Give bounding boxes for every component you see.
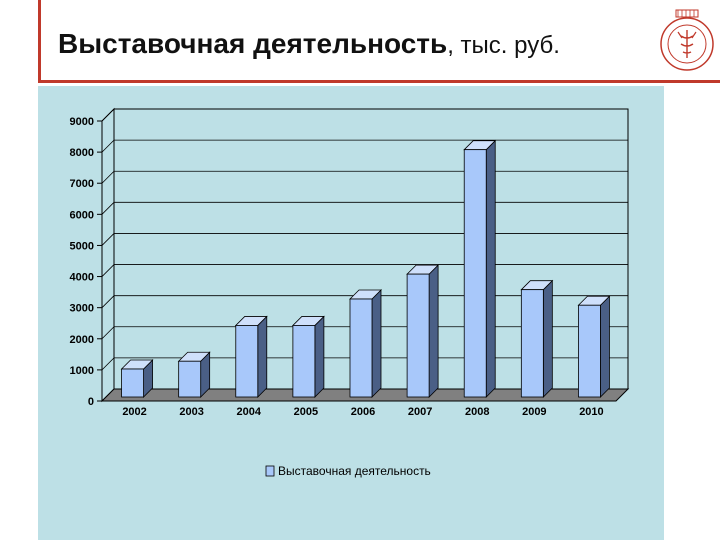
x-tick-label: 2004: [237, 406, 262, 418]
title-main: Выставочная деятельность: [58, 28, 448, 59]
accent-vertical-line: [38, 0, 41, 80]
y-tick-label: 6000: [70, 209, 94, 221]
y-tick-label: 8000: [70, 147, 94, 159]
title-unit: , тыс. руб.: [447, 32, 560, 59]
grid-line-side: [101, 264, 115, 277]
chart-panel: 0 1000 2000 3000 4000 5000 6000 7000 8000 9000 200…: [38, 86, 664, 540]
x-tick-label: 2007: [408, 406, 432, 418]
bar-2003: [178, 360, 202, 398]
y-tick-label: 7000: [70, 178, 94, 190]
bar-side-2005: [314, 315, 325, 398]
y-tick-label: 2000: [70, 334, 94, 346]
y-tick-label: 0: [88, 396, 94, 408]
x-tick-label: 2003: [179, 406, 203, 418]
bar-side-2009: [542, 279, 553, 398]
grid-line-side: [101, 170, 115, 184]
y-tick-label: 3000: [70, 303, 94, 315]
y-tick-label: 1000: [70, 365, 94, 377]
y-tick-label: 5000: [70, 240, 94, 252]
grid-line-side: [101, 202, 115, 215]
grid-line-side: [101, 139, 115, 153]
bar-2008: [463, 149, 487, 398]
grid-line-side: [101, 233, 115, 246]
bar-2010: [578, 304, 601, 398]
legend-swatch: [265, 465, 275, 477]
x-tick-label: 2006: [351, 406, 375, 418]
bar-side-2006: [371, 289, 382, 398]
bar-chart: 0 1000 2000 3000 4000 5000 6000 7000 8000 9000 200…: [70, 107, 630, 478]
y-tick-label: 9000: [70, 116, 94, 128]
bar-2006: [349, 298, 373, 398]
x-tick-label: 2002: [122, 406, 146, 418]
accent-horizontal-line: [38, 80, 720, 83]
grid-line-side: [101, 295, 115, 308]
left-margin: [0, 0, 38, 540]
legend-label: Выставочная деятельность: [278, 464, 431, 478]
bar-2009: [520, 289, 544, 398]
university-emblem-icon: [660, 9, 714, 71]
x-tick-label: 2008: [465, 406, 489, 418]
bar-side-2010: [600, 295, 610, 398]
x-tick-label: 2010: [579, 406, 603, 418]
x-tick-label: 2005: [294, 406, 318, 418]
bar-side-2007: [428, 264, 439, 398]
bar-side-2004: [257, 315, 268, 398]
bar-2007: [406, 273, 430, 398]
y-tick-label: 4000: [70, 272, 94, 284]
grid-line-side: [101, 357, 115, 371]
bar-side-2008: [485, 139, 496, 398]
slide-title: Выставочная деятельность, тыс. руб.: [58, 28, 560, 60]
bar-2002: [121, 368, 144, 398]
grid-line-side: [101, 326, 115, 340]
x-tick-label: 2009: [522, 406, 546, 418]
bar-2005: [292, 325, 316, 398]
bar-2004: [235, 325, 259, 398]
chart-side-wall: [101, 107, 115, 403]
grid-line-side: [101, 108, 115, 122]
